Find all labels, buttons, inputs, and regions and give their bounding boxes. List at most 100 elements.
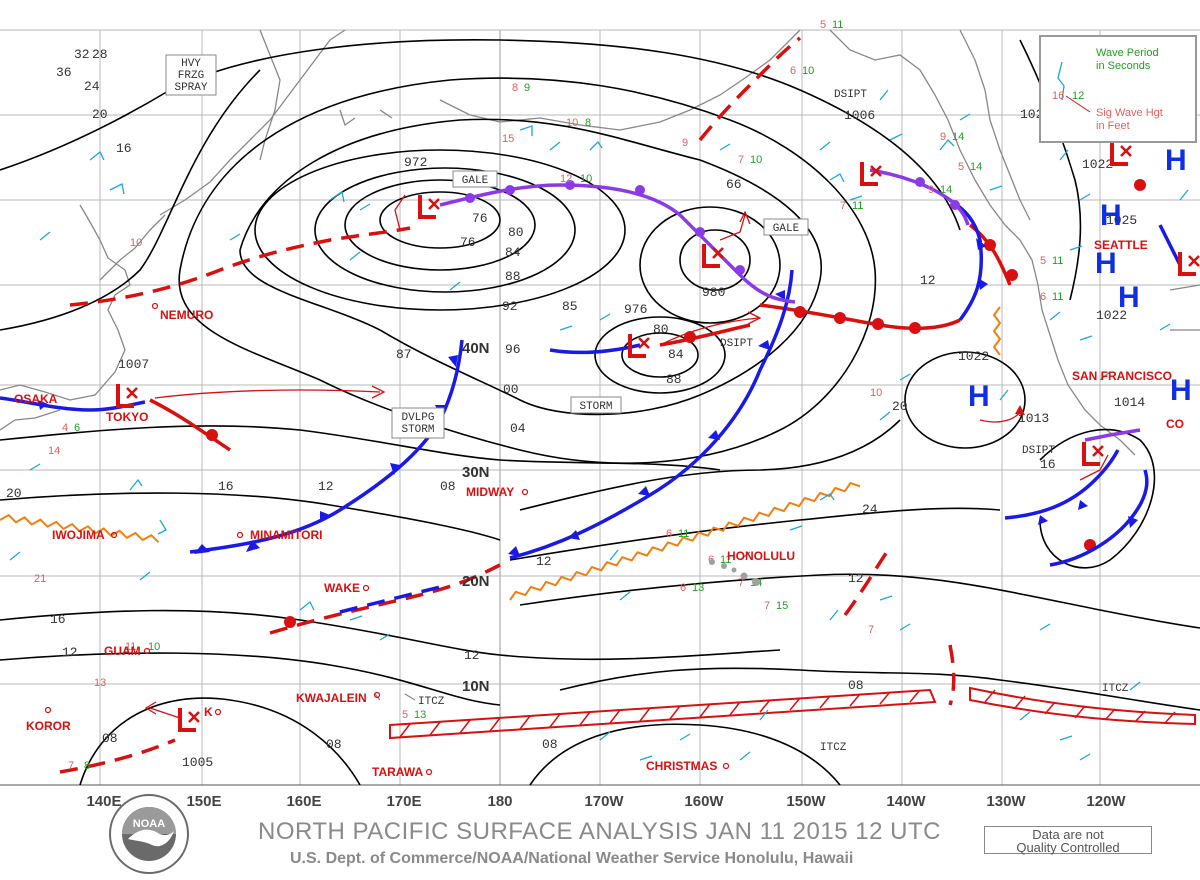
legend-box [1039, 35, 1197, 143]
dsipt-label: DSIPT [720, 338, 753, 350]
wave-obs-28-height: 4 [62, 422, 68, 434]
wave-obs-5-height: 6 [790, 65, 796, 77]
station-honolulu: HONOLULU [727, 549, 795, 563]
isobar-label: 88 [666, 372, 682, 387]
isobar-label: 16 [218, 479, 234, 494]
wave-obs-5-period: 10 [802, 65, 814, 77]
wave-obs-20-height: 14 [48, 445, 60, 457]
isobar-label: 08 [848, 678, 864, 693]
warm-front-symbols [206, 179, 1146, 628]
wave-obs-26-period: 14 [970, 161, 982, 173]
wave-obs-10-height: 8 [512, 82, 518, 94]
ridges [0, 306, 1002, 601]
itcz-bands [389, 686, 1196, 740]
wave-obs-23-height: 21 [34, 573, 46, 585]
isobar-label: 84 [668, 347, 684, 362]
latitude-label: 40N [462, 340, 490, 357]
longitude-label: 160E [286, 793, 321, 810]
wave-obs-2-period: 10 [580, 173, 592, 185]
wave-obs-15-period: 11 [720, 554, 731, 566]
legend-height-sample: 16 [1052, 90, 1064, 102]
low-center-icon [1082, 442, 1104, 466]
wave-obs-12-height: 10 [870, 387, 882, 399]
wave-obs-11-height: 6 [666, 528, 672, 540]
cold-fronts [0, 198, 1182, 567]
isobar-label: 76 [460, 235, 476, 250]
low-center-icon [178, 708, 200, 732]
high-pressure-value: 1014 [1114, 395, 1145, 410]
cold-front-symbols [38, 238, 1138, 556]
longitude-label: 130W [986, 793, 1026, 810]
isobar-label: 24 [84, 79, 100, 94]
isobar-label: 80 [653, 322, 669, 337]
wave-obs-14-period: 15 [776, 600, 788, 612]
isobar-label: 12 [920, 273, 936, 288]
high-center-icon: H [1100, 199, 1122, 232]
isobar-label: 12 [848, 571, 864, 586]
high-center-icon: H [1170, 374, 1192, 407]
isobar-label: 20 [892, 399, 908, 414]
wave-obs-26-height: 5 [958, 161, 964, 173]
isobar-label: 85 [562, 299, 578, 314]
isobar-label: 08 [542, 737, 558, 752]
wave-obs-22-period: 8 [84, 760, 90, 772]
longitude-label: 140E [86, 793, 121, 810]
high-center-icon: H [1095, 247, 1117, 280]
wind-barbs [9, 89, 1189, 761]
station-christmas: CHRISTMAS [646, 759, 717, 773]
isobar-label: 00 [503, 382, 519, 397]
isobar-label: 24 [862, 502, 878, 517]
troughs [59, 36, 956, 774]
wave-obs-6-height: 9 [682, 137, 688, 149]
low-center-icon [116, 384, 138, 408]
occluded-front-symbols [465, 177, 960, 275]
wave-obs-25-period: 11 [1052, 291, 1063, 303]
isobar-label: 12 [62, 645, 78, 660]
low-pressure-value: 972 [404, 155, 427, 170]
isobar-label: 08 [102, 731, 118, 746]
longitude-label: 150E [186, 793, 221, 810]
wave-obs-21-period: 13 [414, 709, 426, 721]
wave-obs-22-height: 7 [68, 760, 74, 772]
isobar-label: 36 [56, 65, 72, 80]
isobar-label: 20 [6, 486, 22, 501]
wave-obs-27-height: 9 [940, 131, 946, 143]
isobar-label: 16 [50, 612, 66, 627]
itcz-label: ITCZ [418, 696, 445, 708]
wave-obs-28-period: 6 [74, 422, 80, 434]
wave-obs-19-period: 10 [148, 641, 160, 653]
dsipt-label: DSIPT [1022, 445, 1055, 457]
longitude-label: 120W [1086, 793, 1126, 810]
noaa-logo-text: NOAA [133, 818, 165, 830]
wave-obs-11-period: 11 [678, 528, 689, 540]
station-midway: MIDWAY [466, 485, 514, 499]
wave-obs-8-period: 14 [940, 184, 952, 196]
low-pressure-centers [116, 142, 1200, 732]
map-title: NORTH PACIFIC SURFACE ANALYSIS JAN 11 20… [258, 818, 941, 845]
low-center-icon [702, 244, 724, 268]
wave-obs-3-height: 15 [502, 133, 514, 145]
isobars [0, 39, 1200, 786]
station-markers [44, 302, 730, 776]
itcz-label: ITCZ [1102, 683, 1129, 695]
wave-obs-21-height: 5 [402, 709, 408, 721]
wave-obs-1-period: 8 [585, 117, 591, 129]
longitude-label: 180 [487, 793, 512, 810]
isobar-label: 92 [502, 299, 518, 314]
station-guam: GUAM [104, 644, 141, 658]
isobar-label: 32 [74, 47, 90, 62]
high-pressure-value: 1022 [1096, 308, 1127, 323]
map-subtitle: U.S. Dept. of Commerce/NOAA/National Wea… [290, 850, 854, 867]
wave-obs-2-height: 12 [560, 173, 572, 185]
quality-control-note: Data are not Quality Controlled [984, 826, 1152, 854]
longitude-label: 170W [584, 793, 624, 810]
isobar-label: 08 [326, 737, 342, 752]
isobar-label: 28 [92, 47, 108, 62]
wave-obs-24-period: 11 [1052, 255, 1063, 267]
legend-period-sample: 12 [1072, 90, 1084, 102]
dsipt-label: DSIPT [834, 89, 867, 101]
wave-obs-18-height: 13 [94, 677, 106, 689]
wave-obs-17-height: 7 [868, 624, 874, 636]
station-seattle: SEATTLE [1094, 238, 1148, 252]
